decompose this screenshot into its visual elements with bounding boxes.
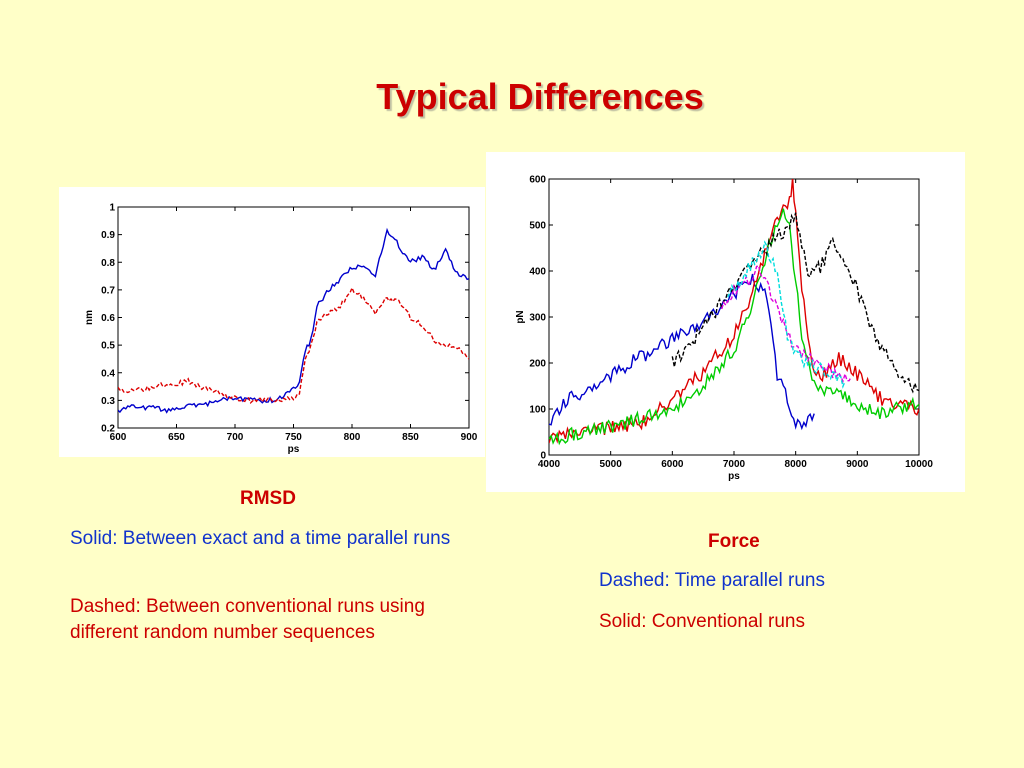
- y-axis-label: pN: [515, 310, 526, 323]
- series-line-dashed-1: [118, 286, 469, 404]
- force-chart-panel: 4000 5000 6000 7000 8000 9000 10000 0 100 200 300 4…: [486, 152, 965, 492]
- x-tick-label: 4000: [538, 459, 561, 470]
- series-line-solid-2: [549, 208, 919, 446]
- x-tick-label: 8000: [785, 459, 808, 470]
- y-tick-label: 600: [529, 175, 546, 186]
- force-caption-dashed: Dashed: Time parallel runs: [599, 570, 825, 591]
- y-tick-label: 400: [529, 267, 546, 278]
- rmsd-caption-solid: Solid: Between exact and a time parallel…: [70, 528, 451, 549]
- series-line-solid-0: [118, 227, 469, 414]
- plot-frame: [117, 206, 470, 429]
- x-axis-label: ps: [728, 471, 740, 482]
- rmsd-chart: 600 650 700 750 800 850 900 0.2 0.3 0.4 0.5 0.6 0.7 0…: [84, 203, 478, 456]
- rmsd-caption-dashed: Dashed: Between conventional runs using …: [70, 596, 425, 643]
- x-tick-label: 650: [168, 432, 185, 443]
- x-tick-label: 600: [110, 432, 127, 443]
- y-axis-label: nm: [84, 310, 95, 325]
- y-tick-label: 0.8: [101, 258, 115, 269]
- rmsd-chart-panel: 600 650 700 750 800 850 900 0.2 0.3 0.4 0.5 0.6 0.7 0…: [59, 187, 485, 457]
- series-line-dashed-5: [727, 240, 846, 389]
- y-tick-label: 300: [529, 313, 546, 324]
- y-tick-label: 0.2: [101, 424, 115, 435]
- series-line-dashed-3: [671, 212, 919, 394]
- y-tick-label: 0.6: [101, 313, 115, 324]
- y-tick-label: 100: [529, 405, 546, 416]
- x-tick-label: 6000: [661, 459, 684, 470]
- x-tick-label: 750: [285, 432, 302, 443]
- y-tick-label: 0: [540, 451, 546, 462]
- y-tick-label: 0.3: [101, 396, 115, 407]
- x-tick-label: 7000: [723, 459, 746, 470]
- y-tick-label: 0.9: [101, 230, 115, 241]
- force-caption-heading: Force: [708, 531, 760, 552]
- plot-frame: [548, 178, 920, 456]
- x-tick-label: 10000: [905, 459, 933, 470]
- x-tick-label: 850: [402, 432, 419, 443]
- x-tick-label: 700: [227, 432, 244, 443]
- series-line-dashed-4: [721, 265, 852, 384]
- x-tick-label: 9000: [846, 459, 869, 470]
- x-tick-label: 800: [344, 432, 361, 443]
- x-tick-label: 5000: [600, 459, 623, 470]
- slide-title: Typical Differences: [376, 76, 704, 117]
- x-tick-label: 900: [461, 432, 478, 443]
- y-tick-label: 500: [529, 221, 546, 232]
- force-caption-solid: Solid: Conventional runs: [599, 611, 805, 632]
- y-tick-label: 200: [529, 359, 546, 370]
- y-tick-label: 0.5: [101, 341, 115, 352]
- y-tick-label: 0.4: [101, 368, 115, 379]
- rmsd-caption-heading: RMSD: [240, 488, 296, 509]
- x-axis-label: ps: [288, 444, 300, 455]
- force-chart: 4000 5000 6000 7000 8000 9000 10000 0 100 200 300 4…: [515, 175, 933, 483]
- y-tick-label: 0.7: [101, 285, 115, 296]
- series-line-solid-0: [549, 273, 815, 431]
- series-line-solid-1: [549, 179, 919, 444]
- y-tick-label: 1: [109, 203, 115, 214]
